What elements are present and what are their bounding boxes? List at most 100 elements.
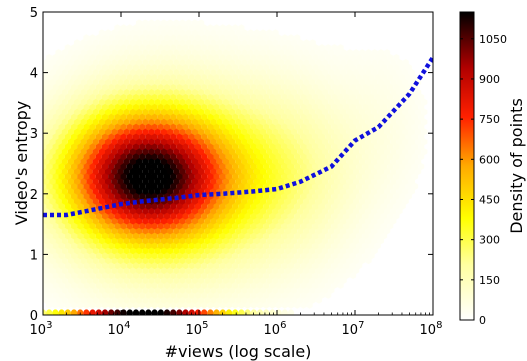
- density-cell: [210, 148, 217, 156]
- density-cell: [399, 123, 406, 131]
- density-cell: [157, 34, 164, 42]
- density-cell: [365, 158, 372, 166]
- density-cell: [108, 133, 115, 141]
- density-cell: [201, 143, 208, 151]
- density-cell: [247, 118, 254, 126]
- density-cell: [210, 257, 217, 265]
- density-cell: [179, 78, 186, 86]
- density-cell: [353, 227, 360, 235]
- density-cell: [74, 59, 81, 67]
- density-cell: [222, 78, 229, 86]
- density-cell: [89, 162, 96, 171]
- density-cell: [173, 118, 180, 126]
- density-cell: [132, 153, 140, 161]
- density-cell: [368, 113, 375, 121]
- density-cell: [86, 59, 93, 67]
- density-cell: [139, 291, 146, 299]
- density-cell: [371, 148, 378, 156]
- density-cell: [126, 252, 133, 260]
- density-cell: [70, 103, 78, 111]
- density-cell: [154, 39, 161, 47]
- density-cell: [95, 83, 102, 91]
- density-cell: [365, 167, 372, 175]
- density-cell: [111, 78, 118, 86]
- density-cell: [303, 247, 310, 255]
- density-cell: [213, 202, 220, 210]
- density-cell: [368, 252, 375, 260]
- density-cell: [315, 98, 322, 106]
- density-cell: [83, 252, 90, 260]
- density-cell: [297, 266, 304, 274]
- density-cell: [284, 68, 291, 76]
- density-cell: [287, 113, 295, 121]
- density-cell: [114, 162, 121, 171]
- density-cell: [98, 49, 105, 57]
- density-cell: [362, 212, 369, 220]
- density-cell: [198, 59, 205, 67]
- density-cell: [275, 172, 282, 180]
- density-cell: [43, 88, 50, 96]
- density-cell: [384, 227, 391, 235]
- density-cell: [188, 162, 195, 171]
- density-cell: [95, 222, 102, 230]
- density-cell: [182, 242, 189, 250]
- density-cell: [70, 232, 78, 240]
- density-cell: [157, 222, 164, 230]
- zero-entropy-cell: [213, 309, 220, 315]
- density-cell: [294, 172, 301, 180]
- density-cell: [408, 177, 415, 185]
- density-cell: [52, 281, 59, 289]
- density-cell: [126, 242, 133, 250]
- density-cell: [129, 39, 136, 47]
- density-cell: [132, 192, 140, 200]
- density-cell: [337, 202, 344, 210]
- density-cell: [359, 78, 366, 86]
- density-cell: [269, 242, 276, 250]
- density-cell: [92, 237, 99, 245]
- density-cell: [154, 227, 161, 235]
- density-cell: [98, 88, 105, 96]
- density-cell: [117, 247, 124, 255]
- density-cell: [185, 237, 192, 245]
- density-cell: [157, 291, 164, 299]
- density-cell: [105, 276, 112, 284]
- density-cell: [377, 207, 384, 215]
- density-cell: [105, 118, 112, 126]
- density-cell: [297, 167, 304, 175]
- density-cell: [365, 108, 372, 116]
- density-cell: [238, 83, 245, 91]
- density-cell: [269, 252, 276, 260]
- density-cell: [384, 177, 391, 185]
- density-cell: [61, 296, 68, 304]
- density-cell: [182, 73, 189, 81]
- density-cell: [64, 113, 71, 121]
- density-cell: [247, 296, 254, 304]
- density-cell: [170, 44, 177, 52]
- density-cell: [241, 88, 248, 96]
- density-cell: [346, 158, 353, 166]
- density-cell: [250, 172, 257, 180]
- density-cell: [384, 59, 391, 67]
- density-cell: [368, 73, 375, 81]
- density-cell: [142, 49, 149, 57]
- density-cell: [390, 78, 397, 86]
- density-cell: [340, 68, 347, 76]
- density-cell: [74, 296, 81, 304]
- density-cell: [315, 187, 322, 195]
- density-cell: [287, 222, 295, 230]
- density-cell: [49, 197, 56, 205]
- density-cell: [213, 271, 220, 279]
- density-cell: [402, 158, 409, 166]
- density-cell: [117, 39, 124, 47]
- density-cell: [207, 123, 214, 131]
- density-cell: [303, 128, 310, 136]
- density-cell: [43, 138, 50, 146]
- density-cell: [111, 29, 118, 37]
- density-cell: [117, 59, 124, 67]
- density-cell: [325, 143, 332, 151]
- density-cell: [191, 98, 198, 106]
- density-cell: [151, 291, 158, 299]
- density-cell: [83, 143, 90, 151]
- density-cell: [105, 187, 112, 195]
- density-cell: [92, 177, 99, 185]
